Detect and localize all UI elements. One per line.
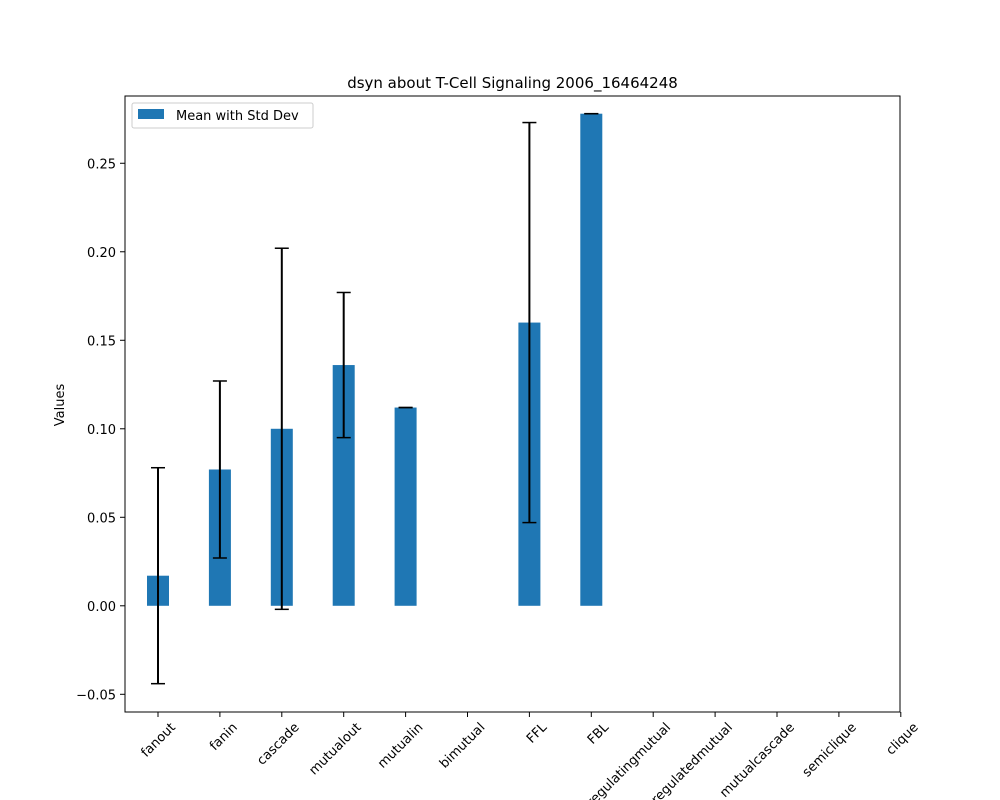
x-tick-label: mutualin <box>375 720 426 771</box>
y-tick-label: 0.10 <box>87 423 116 438</box>
x-tick-label: clique <box>884 720 922 758</box>
bar-FBL <box>580 113 603 606</box>
y-tick-label: 0.15 <box>87 334 116 349</box>
x-tick-label: mutualout <box>306 720 364 778</box>
x-tick-label: semiclique <box>800 720 860 780</box>
x-tick-label: cascade <box>254 720 302 768</box>
y-axis-label: Values <box>53 384 68 427</box>
legend-swatch <box>138 109 164 119</box>
legend-frame <box>131 102 314 129</box>
x-tick-label: bimutual <box>437 720 488 771</box>
bars-group <box>147 113 603 606</box>
x-tick-label: fanout <box>138 720 178 760</box>
error-bar-cascade <box>274 247 289 611</box>
error-bar-fanin <box>212 380 227 559</box>
y-axis-ticks: −0.05 0.00 0.05 0.10 0.15 0.20 0.25 <box>76 157 125 703</box>
bar-mutualout <box>332 365 355 606</box>
legend: Mean with Std Dev <box>131 102 314 129</box>
bar-mutualin <box>394 407 417 606</box>
y-tick-label: 0.20 <box>87 246 116 261</box>
legend-label: Mean with Std Dev <box>176 109 299 124</box>
plot-frame <box>124 95 901 713</box>
error-bar-FFL <box>522 121 537 524</box>
y-tick-label: −0.05 <box>76 688 116 703</box>
x-tick-label: FFL <box>524 720 551 747</box>
error-bars-group <box>151 112 599 685</box>
chart-title: dsyn about T-Cell Signaling 2006_1646424… <box>347 74 678 93</box>
x-axis-ticks: fanout fanin cascade mutualout mutualin bimut… <box>138 712 922 800</box>
error-bar-mutualout <box>336 291 351 439</box>
x-tick-label: fanin <box>207 720 241 754</box>
y-tick-label: 0.00 <box>87 600 116 615</box>
y-tick-label: 0.05 <box>87 511 116 526</box>
x-tick-label: FBL <box>585 720 613 748</box>
y-tick-label: 0.25 <box>87 157 116 172</box>
error-bar-fanout <box>151 466 165 685</box>
